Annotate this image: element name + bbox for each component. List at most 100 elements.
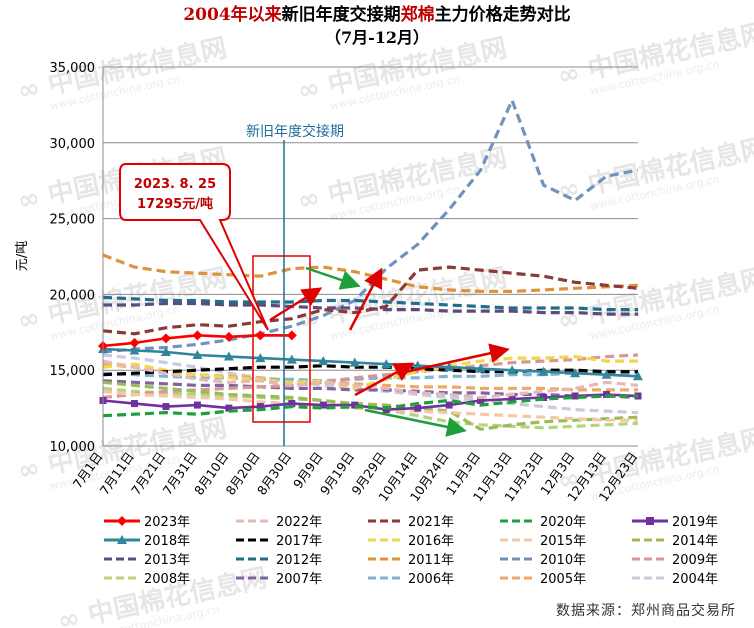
trend-arrow-5 — [364, 408, 467, 437]
legend-label-2022年: 2022年 — [276, 515, 322, 530]
point-2018年-14 — [538, 366, 549, 376]
point-2018年-4 — [223, 351, 234, 361]
legend-item-2015年: 2015年 — [500, 534, 586, 549]
legend-label-2021年: 2021年 — [408, 515, 454, 530]
point-2019年-13 — [508, 395, 516, 403]
legend-item-2013年: 2013年 — [104, 553, 190, 568]
legend-item-2022年: 2022年 — [236, 515, 322, 530]
point-2019年-6 — [288, 400, 296, 408]
point-2019年-12 — [477, 397, 485, 405]
legend-label-2019年: 2019年 — [672, 515, 718, 530]
point-2019年-1 — [130, 400, 138, 408]
y-axis-label: 元/吨 — [15, 241, 30, 271]
legend-item-2019年: 2019年 — [632, 515, 718, 530]
point-2023年-4 — [223, 331, 234, 342]
y-tick-label-5: 35,000 — [50, 61, 96, 76]
series-line-2016年 — [102, 355, 638, 390]
data-source-note: 数据来源：郑州商品交易所 — [556, 603, 736, 619]
legend-label-2007年: 2007年 — [276, 572, 322, 587]
legend-item-2008年: 2008年 — [104, 572, 190, 587]
y-tick-label-4: 30,000 — [50, 137, 96, 152]
chart-subtitle: （7月-12月） — [324, 28, 430, 47]
legend-label-2013年: 2013年 — [144, 553, 190, 568]
point-2019年-11 — [445, 401, 453, 409]
point-2018年-12 — [475, 363, 486, 373]
legend-label-2018年: 2018年 — [144, 534, 190, 549]
legend-label-2016年: 2016年 — [408, 534, 454, 549]
series-line-2012年 — [102, 295, 638, 312]
point-2018年-17 — [633, 371, 643, 381]
point-2018年-6 — [286, 354, 297, 364]
series-layer — [98, 98, 643, 431]
legend-item-2010年: 2010年 — [500, 553, 586, 568]
legend-label-2009年: 2009年 — [672, 553, 718, 568]
point-2018年-15 — [570, 368, 581, 378]
series-line-2017年 — [102, 364, 638, 377]
y-tick-label-3: 25,000 — [50, 213, 96, 228]
trend-arrow-4 — [404, 343, 510, 374]
y-tick-label-1: 15,000 — [50, 364, 96, 379]
legend-item-2004年: 2004年 — [632, 572, 718, 587]
y-tick-label-2: 20,000 — [50, 288, 96, 303]
transition-vline-label: 新旧年度交接期 — [246, 123, 344, 140]
legend-label-2004年: 2004年 — [672, 572, 718, 587]
legend-item-2023年: 2023年 — [104, 515, 190, 530]
legend-item-2006年: 2006年 — [368, 572, 454, 587]
legend-item-2012年: 2012年 — [236, 553, 322, 568]
legend-item-2020年: 2020年 — [500, 515, 586, 530]
legend-label-2012年: 2012年 — [276, 553, 322, 568]
trend-arrow-1 — [305, 266, 361, 290]
point-2018年-8 — [349, 357, 360, 367]
legend-label-2014年: 2014年 — [672, 534, 718, 549]
point-2018年-5 — [255, 353, 266, 363]
legend-label-2020年: 2020年 — [540, 515, 586, 530]
trend-arrow-3 — [354, 362, 415, 397]
legend-item-2014年: 2014年 — [632, 534, 718, 549]
point-2018年-1 — [129, 345, 140, 355]
legend-item-2017年: 2017年 — [236, 534, 322, 549]
annotation-layer: 新旧年度交接期 2023. 8. 25 17295元/吨 — [119, 123, 510, 446]
legend-label-2015年: 2015年 — [540, 534, 586, 549]
series-line-2020年 — [102, 394, 638, 418]
legend-label-2006年: 2006年 — [408, 572, 454, 587]
point-2019年-5 — [256, 403, 264, 411]
highlight-box — [252, 255, 311, 423]
chart-title: 2004年以来新旧年度交接期郑棉主力价格走势对比 — [183, 5, 571, 25]
point-2023年-2 — [160, 333, 171, 344]
point-2018年-2 — [160, 347, 171, 357]
legend-item-2007年: 2007年 — [236, 572, 322, 587]
legend-label-2005年: 2005年 — [540, 572, 586, 587]
point-2018年-3 — [192, 350, 203, 360]
point-2018年-11 — [444, 362, 455, 372]
legend-item-2011年: 2011年 — [368, 553, 454, 568]
legend-item-2005年: 2005年 — [500, 572, 586, 587]
callout-date: 2023. 8. 25 — [134, 177, 216, 192]
callout-price: 17295元/吨 — [137, 196, 213, 212]
point-2019年-4 — [225, 404, 233, 412]
legend-item-2016年: 2016年 — [368, 534, 454, 549]
point-2019年-10 — [414, 404, 422, 412]
point-2019年-7 — [319, 401, 327, 409]
point-2023年-6 — [286, 330, 297, 341]
point-2018年-13 — [507, 365, 518, 375]
legend-item-2009年: 2009年 — [632, 553, 718, 568]
point-2023年-1 — [129, 337, 140, 348]
trend-arrow-0 — [269, 287, 323, 322]
y-tick-label-0: 10,000 — [50, 440, 96, 455]
callout-bubble — [119, 163, 269, 331]
point-2019年-2 — [162, 403, 170, 411]
point-2019年-3 — [193, 401, 201, 409]
point-2018年-7 — [318, 356, 329, 366]
legend-label-2017年: 2017年 — [276, 534, 322, 549]
series-line-2014年 — [102, 380, 639, 431]
legend: 2023年 2022年 2021年 2020年 2019年 2018年 2017年 2016年… — [104, 515, 718, 587]
point-2023年-3 — [192, 330, 203, 341]
trend-arrow-2 — [348, 267, 383, 331]
legend-label-2011年: 2011年 — [408, 553, 454, 568]
point-2018年-16 — [601, 369, 612, 379]
series-line-2021年 — [102, 265, 639, 336]
series-line-2007年 — [102, 379, 639, 400]
legend-label-2010年: 2010年 — [540, 553, 586, 568]
